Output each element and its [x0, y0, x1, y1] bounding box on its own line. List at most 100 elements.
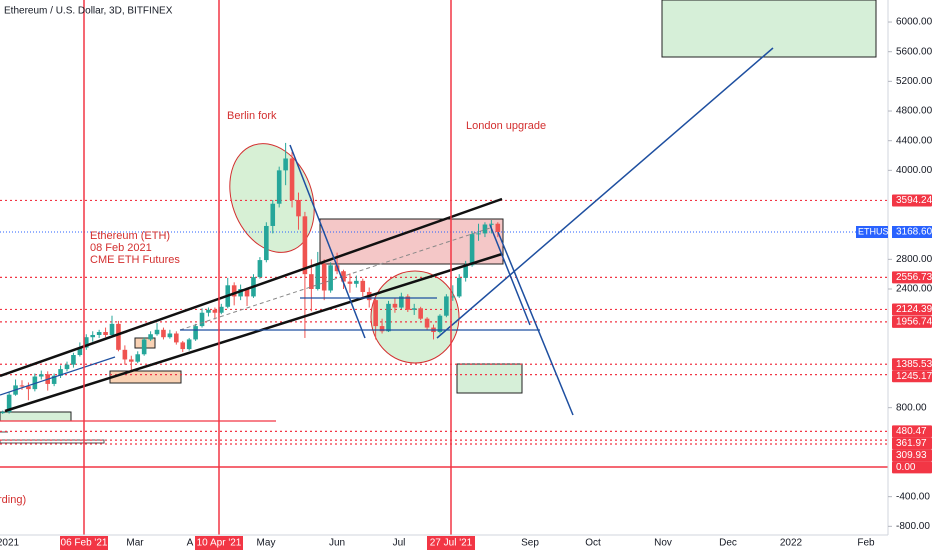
candle-body: [411, 308, 417, 310]
candle-body: [161, 329, 166, 338]
last-price-box: [892, 226, 932, 239]
x-tick-label: Jul: [393, 538, 406, 549]
level-label-box: [892, 271, 932, 284]
level-label-box: [892, 425, 932, 438]
blue-line: [497, 231, 574, 416]
candle-body: [26, 386, 31, 390]
candle-body: [302, 216, 308, 275]
candle-body: [58, 369, 63, 376]
level-label: 1385.53: [896, 359, 932, 370]
candle-body: [129, 359, 134, 362]
levels: [0, 199, 888, 468]
candle-body: [405, 296, 411, 310]
annotation: Ethereum (ETH): [90, 230, 170, 242]
x-tick-label: Oct: [585, 538, 601, 549]
x-tick-label: 2021: [0, 538, 20, 549]
candle-body: [212, 309, 218, 313]
chart-title: Ethereum / U.S. Dollar, 3D, BITFINEX: [4, 6, 173, 17]
x-tick-highlight: [60, 536, 108, 550]
x-tick-label: 10 Apr '21: [197, 538, 242, 549]
green-zone: [0, 411, 72, 422]
candle-body: [199, 312, 205, 327]
channel-line: [4, 252, 503, 413]
level-label-box: [892, 461, 932, 474]
level-label: 480.47: [896, 426, 927, 437]
green-zone: [661, 0, 877, 58]
candle-body: [193, 326, 198, 340]
annotation: London upgrade: [466, 120, 546, 132]
candle-body: [379, 326, 385, 332]
y-tick-label: -800.00: [896, 521, 930, 532]
event-lines: [83, 0, 452, 535]
candle-body: [51, 375, 57, 384]
candle-body: [180, 342, 186, 350]
candle-body: [141, 339, 147, 355]
candles: [0, 142, 501, 414]
x-tick-label: A: [187, 538, 194, 549]
blue-line: [289, 144, 366, 339]
candle-body: [238, 289, 243, 297]
y-tick-label: 4800.00: [896, 106, 932, 117]
candle-body: [96, 332, 102, 335]
x-tick-label: Nov: [654, 538, 672, 549]
annotation: CME ETH Futures: [90, 254, 180, 266]
candle-body: [334, 265, 340, 272]
level-label: 2124.39: [896, 304, 932, 315]
candle-body: [328, 265, 333, 291]
red-zone: [319, 218, 504, 265]
candle-body: [103, 332, 108, 335]
last-price-label: 3168.60: [896, 227, 932, 238]
y-tick-label: 5200.00: [896, 76, 932, 87]
candle-body: [354, 280, 359, 284]
annotation: rding): [0, 494, 26, 506]
annotation: 08 Feb 2021: [90, 242, 152, 254]
candle-body: [424, 318, 430, 328]
candle-body: [450, 296, 456, 298]
candle-body: [386, 303, 391, 332]
candle-body: [83, 337, 89, 348]
candle-body: [186, 339, 192, 350]
candle-body: [276, 170, 282, 204]
candle-body: [341, 271, 346, 282]
highlight-ellipse: [370, 270, 460, 364]
candle-body: [219, 306, 224, 313]
x-tick-label: Mar: [126, 538, 144, 549]
candle-body: [495, 223, 501, 233]
symbol-box: [856, 226, 888, 239]
y-tick-label: -400.00: [896, 491, 930, 502]
level-label-box: [892, 194, 932, 207]
x-tick-label: 2022: [780, 538, 803, 549]
level-label: 309.93: [896, 450, 927, 461]
candle-body: [19, 385, 25, 387]
candle-body: [270, 203, 276, 226]
x-tick-highlight: [195, 536, 243, 550]
level-label: 1956.74: [896, 317, 932, 328]
level-label-box: [892, 370, 932, 383]
candle-body: [373, 300, 378, 327]
candle-body: [148, 334, 153, 340]
y-tick-label: 800.00: [896, 402, 927, 413]
candle-body: [174, 333, 179, 343]
x-tick-highlight: [427, 536, 475, 550]
candle-body: [90, 334, 96, 338]
candle-body: [360, 280, 366, 292]
level-label: 1245.17: [896, 371, 932, 382]
level-label-box: [892, 315, 932, 328]
candle-body: [167, 333, 173, 338]
axes: 6000.00 5600.00 5200.00 4800.00 4400.00 4000.…: [0, 17, 932, 550]
drawings: [0, 0, 877, 444]
level-label-box: [892, 358, 932, 371]
x-tick-label: 06 Feb '21: [61, 538, 108, 549]
candle-body: [418, 308, 423, 319]
level-label: 361.97: [896, 438, 927, 449]
candle-body: [32, 376, 38, 390]
candle-body: [264, 225, 269, 261]
candle-body: [296, 200, 301, 217]
candle-body: [283, 158, 288, 171]
blue-line: [0, 356, 116, 396]
candle-body: [456, 277, 462, 297]
candle-body: [109, 323, 115, 335]
candle-body: [244, 289, 250, 297]
symbol-label: ETHUSD: [858, 226, 896, 236]
